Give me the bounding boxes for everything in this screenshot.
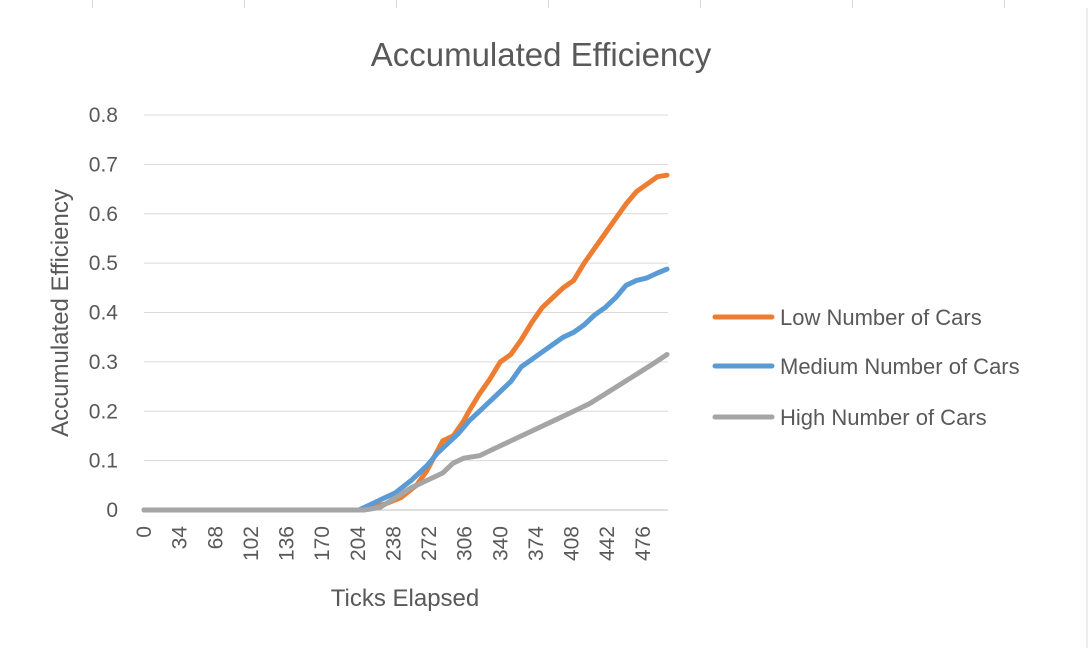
y-tick-label: 0.7 xyxy=(89,153,118,176)
chart-area[interactable]: Accumulated Efficiency Accumulated Effic… xyxy=(0,8,1088,648)
x-tick-label: 204 xyxy=(347,526,370,561)
legend[interactable]: Low Number of Cars Medium Number of Cars H… xyxy=(712,305,1020,430)
y-tick-label: 0.8 xyxy=(89,104,118,127)
x-tick-label: 102 xyxy=(240,526,263,561)
x-tick-label: 476 xyxy=(632,526,655,561)
x-tick-label: 238 xyxy=(382,526,405,561)
gridlines xyxy=(144,114,668,511)
sheet-gridline xyxy=(1004,0,1005,8)
x-tick-label: 170 xyxy=(311,526,334,561)
sheet-gridline xyxy=(396,0,397,8)
y-tick-label: 0.1 xyxy=(89,450,118,473)
legend-label: Medium Number of Cars xyxy=(780,354,1020,379)
y-tick-label: 0.5 xyxy=(89,252,118,275)
chart-title: Accumulated Efficiency xyxy=(371,36,712,73)
x-tick-label: 272 xyxy=(418,526,441,561)
x-tick-label: 408 xyxy=(561,526,584,561)
y-axis-ticks: 0 0.1 0.2 0.3 0.4 0.5 0.6 0.7 0.8 xyxy=(89,104,119,522)
x-tick-label: 34 xyxy=(169,526,192,550)
series-lines xyxy=(141,172,670,513)
x-tick-label: 0 xyxy=(133,526,156,538)
line-chart: Accumulated Efficiency Accumulated Effic… xyxy=(47,8,1088,648)
legend-label: Low Number of Cars xyxy=(780,305,982,330)
x-tick-label: 306 xyxy=(454,526,477,561)
series-line-3 xyxy=(141,352,670,513)
x-tick-label: 340 xyxy=(489,526,512,561)
sheet-gridline xyxy=(244,0,245,8)
y-tick-label: 0.4 xyxy=(89,302,119,325)
x-tick-label: 68 xyxy=(204,526,227,549)
sheet-gridline xyxy=(92,0,93,8)
y-tick-label: 0.3 xyxy=(89,351,118,374)
y-axis-title: Accumulated Efficiency xyxy=(47,189,74,437)
series-line-2 xyxy=(141,266,670,513)
x-axis-ticks: 0 34 68 102 136 170 204 238 272 306 340 374 408 442 47… xyxy=(133,526,655,561)
legend-label: High Number of Cars xyxy=(780,405,987,430)
y-tick-label: 0.6 xyxy=(89,203,118,226)
y-tick-label: 0 xyxy=(106,499,118,522)
x-tick-label: 374 xyxy=(525,526,548,561)
sheet-gridline xyxy=(852,0,853,8)
x-tick-label: 136 xyxy=(276,526,299,561)
x-axis-title: Ticks Elapsed xyxy=(331,585,480,612)
x-tick-label: 442 xyxy=(596,526,619,561)
sheet-gridline xyxy=(700,0,701,8)
y-tick-label: 0.2 xyxy=(89,400,118,423)
series-line-1 xyxy=(141,172,670,513)
sheet-gridline xyxy=(548,0,549,8)
